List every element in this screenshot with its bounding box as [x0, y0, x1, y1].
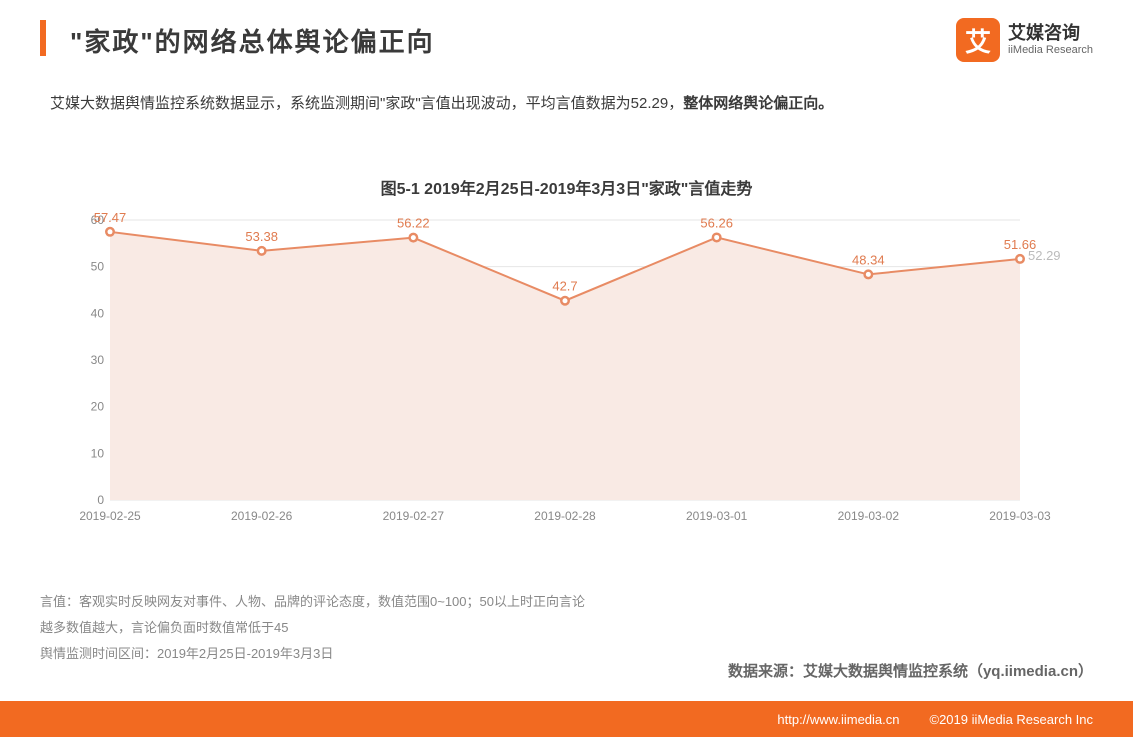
svg-text:50: 50 — [91, 260, 105, 274]
svg-text:2019-03-02: 2019-03-02 — [838, 509, 900, 523]
svg-text:20: 20 — [91, 400, 105, 414]
footnote-line3: 舆情监测时间区间：2019年2月25日-2019年3月3日 — [40, 641, 585, 667]
svg-text:42.7: 42.7 — [552, 279, 577, 294]
svg-text:40: 40 — [91, 306, 105, 320]
svg-text:10: 10 — [91, 446, 105, 460]
svg-text:2019-03-01: 2019-03-01 — [686, 509, 748, 523]
logo-en: iiMedia Research — [1008, 44, 1093, 56]
svg-text:56.22: 56.22 — [397, 216, 430, 231]
logo: 艾 艾媒咨询 iiMedia Research — [956, 18, 1093, 62]
svg-text:0: 0 — [97, 493, 104, 507]
footnote-line2: 越多数值越大，言论偏负面时数值常低于45 — [40, 615, 585, 641]
subtitle-bold: 整体网络舆论偏正向。 — [683, 95, 833, 112]
svg-text:2019-02-25: 2019-02-25 — [80, 509, 141, 523]
svg-text:2019-03-03: 2019-03-03 — [989, 509, 1051, 523]
svg-text:56.26: 56.26 — [700, 215, 733, 230]
subtitle: 艾媒大数据舆情监控系统数据显示，系统监测期间"家政"言值出现波动，平均言值数据为… — [50, 92, 833, 113]
svg-text:2019-02-28: 2019-02-28 — [534, 509, 596, 523]
logo-icon: 艾 — [956, 18, 1000, 62]
footer-url: http://www.iimedia.cn — [777, 712, 899, 727]
chart-area: 010203040506057.472019-02-2553.382019-02… — [80, 210, 1070, 530]
svg-text:57.47: 57.47 — [94, 210, 127, 225]
footnote-line1: 言值：客观实时反映网友对事件、人物、品牌的评论态度，数值范围0~100；50以上… — [40, 589, 585, 615]
svg-text:2019-02-26: 2019-02-26 — [231, 509, 293, 523]
subtitle-plain: 艾媒大数据舆情监控系统数据显示，系统监测期间"家政"言值出现波动，平均言值数据为… — [50, 95, 683, 112]
svg-text:48.34: 48.34 — [852, 252, 885, 267]
svg-text:2019-02-27: 2019-02-27 — [383, 509, 445, 523]
chart-title: 图5-1 2019年2月25日-2019年3月3日"家政"言值走势 — [0, 175, 1133, 199]
footer-bar: http://www.iimedia.cn ©2019 iiMedia Rese… — [0, 701, 1133, 737]
page-title: "家政"的网络总体舆论偏正向 — [70, 22, 435, 59]
svg-text:53.38: 53.38 — [245, 229, 278, 244]
logo-text: 艾媒咨询 iiMedia Research — [1008, 24, 1093, 56]
footnotes: 言值：客观实时反映网友对事件、人物、品牌的评论态度，数值范围0~100；50以上… — [40, 589, 585, 667]
svg-text:52.29: 52.29 — [1028, 248, 1061, 263]
logo-cn: 艾媒咨询 — [1008, 24, 1093, 44]
footer-copyright: ©2019 iiMedia Research Inc — [930, 712, 1094, 727]
svg-text:30: 30 — [91, 353, 105, 367]
line-chart: 010203040506057.472019-02-2553.382019-02… — [80, 210, 1070, 530]
data-source: 数据来源：艾媒大数据舆情监控系统（yq.iimedia.cn） — [728, 660, 1093, 681]
header-accent-bar — [40, 20, 46, 56]
